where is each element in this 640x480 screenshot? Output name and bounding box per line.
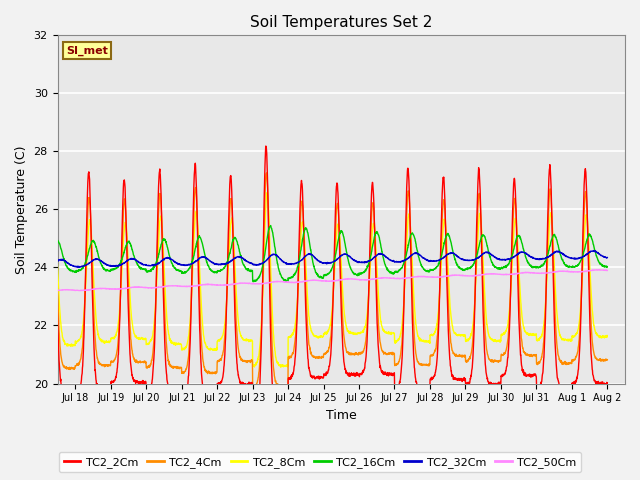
- Title: Soil Temperatures Set 2: Soil Temperatures Set 2: [250, 15, 433, 30]
- Text: SI_met: SI_met: [66, 46, 108, 56]
- X-axis label: Time: Time: [326, 409, 356, 422]
- Y-axis label: Soil Temperature (C): Soil Temperature (C): [15, 145, 28, 274]
- Legend: TC2_2Cm, TC2_4Cm, TC2_8Cm, TC2_16Cm, TC2_32Cm, TC2_50Cm: TC2_2Cm, TC2_4Cm, TC2_8Cm, TC2_16Cm, TC2…: [59, 452, 581, 472]
